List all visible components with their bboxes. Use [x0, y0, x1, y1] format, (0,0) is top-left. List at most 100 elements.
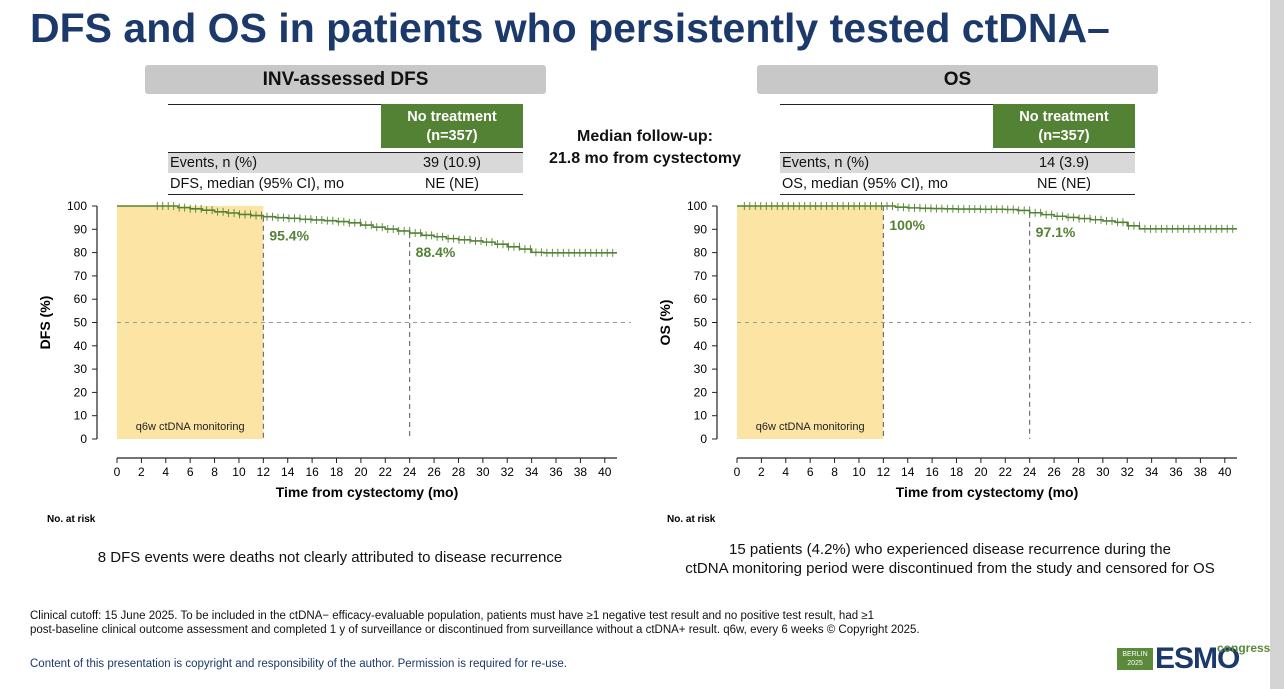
- dfs-col-header-line2: (n=357): [426, 128, 478, 144]
- os-y-tick-label: 10: [694, 409, 708, 423]
- dfs-x-tick-label: 0: [114, 465, 121, 479]
- dfs-x-tick-label: 28: [452, 465, 466, 479]
- os-x-tick-label: 30: [1096, 465, 1110, 479]
- berlin-badge: BERLIN 2025: [1117, 648, 1153, 670]
- os-header: OS: [757, 65, 1158, 94]
- dfs-y-tick-label: 60: [74, 292, 88, 306]
- os-table-column-header: No treatment (n=357): [993, 104, 1135, 148]
- dfs-y-tick-label: 100: [67, 199, 87, 213]
- dfs-events-label: Events, n (%): [170, 155, 258, 171]
- os-x-tick-label: 36: [1169, 465, 1183, 479]
- dfs-median-row: DFS, median (95% CI), mo NE (NE): [168, 174, 523, 194]
- dfs-summary-table: No treatment (n=357) Events, n (%) 39 (1…: [168, 104, 523, 195]
- os-x-tick-label: 24: [1023, 465, 1037, 479]
- slide-title: DFS and OS in patients who persistently …: [30, 5, 1110, 51]
- dfs-x-tick-label: 14: [281, 465, 295, 479]
- os-x-tick-label: 26: [1047, 465, 1061, 479]
- os-x-axis-title: Time from cystectomy (mo): [896, 484, 1079, 500]
- os-x-tick-label: 34: [1145, 465, 1159, 479]
- dfs-km-chart: q6w ctDNA monitoring95.4%88.4%0102030405…: [37, 199, 631, 525]
- os-y-axis-title: OS (%): [657, 300, 673, 346]
- os-x-tick-label: 10: [852, 465, 866, 479]
- dfs-table-column-header: No treatment (n=357): [381, 104, 523, 148]
- median-followup-line1: Median follow-up:: [577, 128, 713, 145]
- dfs-events-value: 39 (10.9): [422, 155, 482, 171]
- dfs-x-tick-label: 24: [403, 465, 417, 479]
- os-x-tick-label: 14: [901, 465, 915, 479]
- dfs-x-tick-label: 10: [232, 465, 246, 479]
- os-y-tick-label: 40: [694, 339, 708, 353]
- os-y-tick-label: 30: [694, 362, 708, 376]
- logo-brand: ESMO: [1155, 642, 1240, 675]
- os-y-tick-label: 70: [694, 269, 708, 283]
- os-summary-table: No treatment (n=357) Events, n (%) 14 (3…: [780, 104, 1135, 195]
- dfs-y-axis-title: DFS (%): [37, 296, 53, 350]
- os-col-header-line1: No treatment: [1019, 109, 1109, 125]
- logo-suffix: congress: [1217, 641, 1271, 655]
- dfs-y-tick-label: 50: [74, 316, 88, 330]
- os-x-tick-label: 2: [758, 465, 765, 479]
- dfs-landmark-label: 88.4%: [416, 244, 456, 260]
- os-events-value: 14 (3.9): [1039, 155, 1089, 171]
- dfs-y-tick-label: 90: [74, 222, 88, 236]
- window-edge: [1270, 0, 1284, 689]
- dfs-x-tick-label: 18: [330, 465, 344, 479]
- os-note-line2: ctDNA monitoring period were discontinue…: [685, 560, 1215, 577]
- os-col-header-line2: (n=357): [1038, 128, 1090, 144]
- dfs-y-tick-label: 20: [74, 385, 88, 399]
- os-monitoring-label: q6w ctDNA monitoring: [756, 421, 865, 433]
- dfs-x-tick-label: 40: [598, 465, 612, 479]
- os-y-tick-label: 90: [694, 222, 708, 236]
- copyright-notice: Content of this presentation is copyrigh…: [30, 658, 567, 670]
- dfs-at-risk-title: No. at risk: [47, 514, 96, 525]
- dfs-header: INV-assessed DFS: [145, 65, 546, 94]
- os-y-tick-label: 80: [694, 246, 708, 260]
- os-events-label: Events, n (%): [782, 155, 870, 171]
- dfs-median-label: DFS, median (95% CI), mo: [170, 176, 345, 192]
- dfs-y-tick-label: 70: [74, 269, 88, 283]
- dfs-x-tick-label: 22: [379, 465, 393, 479]
- dfs-x-tick-label: 6: [187, 465, 194, 479]
- os-x-tick-label: 32: [1121, 465, 1135, 479]
- dfs-x-tick-label: 26: [427, 465, 441, 479]
- dfs-landmark-label: 95.4%: [269, 228, 309, 244]
- os-x-tick-label: 0: [734, 465, 741, 479]
- os-events-row: Events, n (%) 14 (3.9): [780, 153, 1135, 173]
- dfs-x-tick-label: 2: [138, 465, 145, 479]
- dfs-x-tick-label: 8: [211, 465, 218, 479]
- median-followup-line2: 21.8 mo from cystectomy: [548, 150, 742, 167]
- os-x-tick-label: 38: [1194, 465, 1208, 479]
- dfs-x-axis-title: Time from cystectomy (mo): [276, 484, 459, 500]
- footnote-line2: post-baseline clinical outcome assessmen…: [30, 624, 920, 636]
- dfs-x-tick-label: 20: [354, 465, 368, 479]
- dfs-y-tick-label: 80: [74, 246, 88, 260]
- dfs-x-tick-label: 34: [525, 465, 539, 479]
- dfs-median-value: NE (NE): [425, 176, 479, 192]
- logo-city: BERLIN: [1122, 651, 1148, 658]
- logo-year: 2025: [1127, 660, 1143, 667]
- dfs-col-header-line1: No treatment: [407, 109, 497, 125]
- os-x-tick-label: 28: [1072, 465, 1086, 479]
- os-y-tick-label: 0: [700, 432, 707, 446]
- dfs-y-tick-label: 0: [80, 432, 87, 446]
- os-median-label: OS, median (95% CI), mo: [782, 176, 948, 192]
- os-x-tick-label: 22: [999, 465, 1013, 479]
- os-at-risk-title: No. at risk: [667, 514, 716, 525]
- dfs-note: 8 DFS events were deaths not clearly att…: [97, 549, 563, 566]
- os-x-tick-label: 20: [974, 465, 988, 479]
- os-y-tick-label: 20: [694, 385, 708, 399]
- dfs-survival-curve: [117, 205, 617, 254]
- footnote: Clinical cutoff: 15 June 2025. To be inc…: [30, 609, 920, 637]
- os-note: 15 patients (4.2%) who experienced disea…: [650, 540, 1250, 578]
- os-y-tick-label: 100: [687, 199, 707, 213]
- os-landmark-label: 97.1%: [1036, 224, 1076, 240]
- os-landmark-label: 100%: [889, 217, 925, 233]
- os-y-tick-label: 50: [694, 316, 708, 330]
- dfs-x-tick-label: 30: [476, 465, 490, 479]
- os-median-row: OS, median (95% CI), mo NE (NE): [780, 174, 1135, 194]
- os-x-tick-label: 6: [807, 465, 814, 479]
- dfs-x-tick-label: 38: [574, 465, 588, 479]
- os-x-tick-label: 16: [925, 465, 939, 479]
